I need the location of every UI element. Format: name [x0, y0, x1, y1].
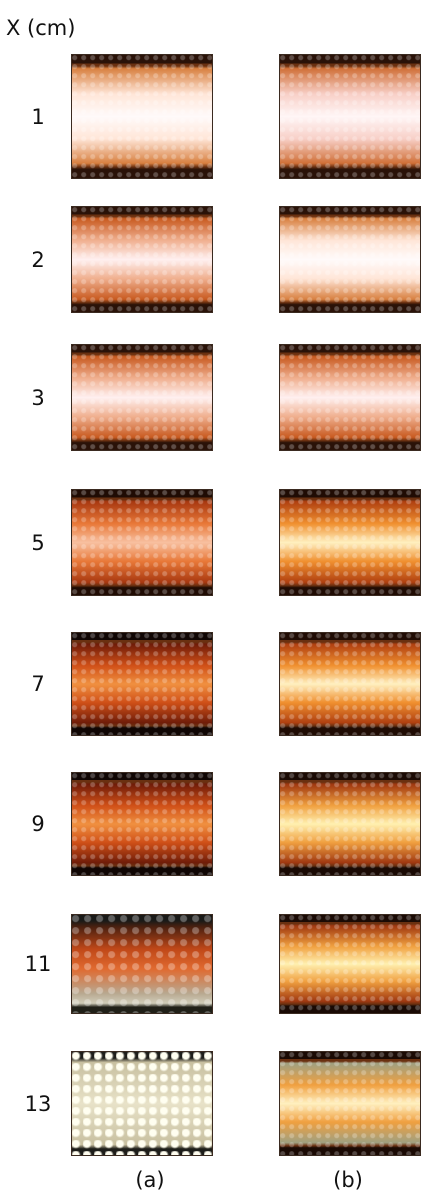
photo: [280, 915, 420, 1013]
photo: [72, 345, 212, 450]
column-label: (b): [308, 1168, 388, 1192]
photo: [72, 1052, 212, 1155]
photo: [72, 55, 212, 178]
photo: [72, 773, 212, 875]
column-label: (a): [110, 1168, 190, 1192]
row-label: 3: [8, 386, 68, 410]
axis-label: X (cm): [6, 16, 75, 40]
photo: [280, 207, 420, 312]
row-label: 1: [8, 105, 68, 129]
row-label: 7: [8, 672, 68, 696]
photo: [72, 490, 212, 595]
figure: X (cm) (a) (b) 1 2 3 5 7 9 11 13: [0, 0, 421, 1202]
photo: [280, 1052, 420, 1155]
row-label: 2: [8, 248, 68, 272]
photo: [72, 633, 212, 735]
photo: [72, 915, 212, 1013]
row-label: 11: [8, 952, 68, 976]
row-label: 9: [8, 812, 68, 836]
photo: [280, 345, 420, 450]
row-label: 13: [8, 1092, 68, 1116]
photo: [280, 490, 420, 595]
photo: [280, 633, 420, 735]
row-label: 5: [8, 531, 68, 555]
photo: [280, 55, 420, 178]
photo: [280, 773, 420, 875]
photo: [72, 207, 212, 312]
